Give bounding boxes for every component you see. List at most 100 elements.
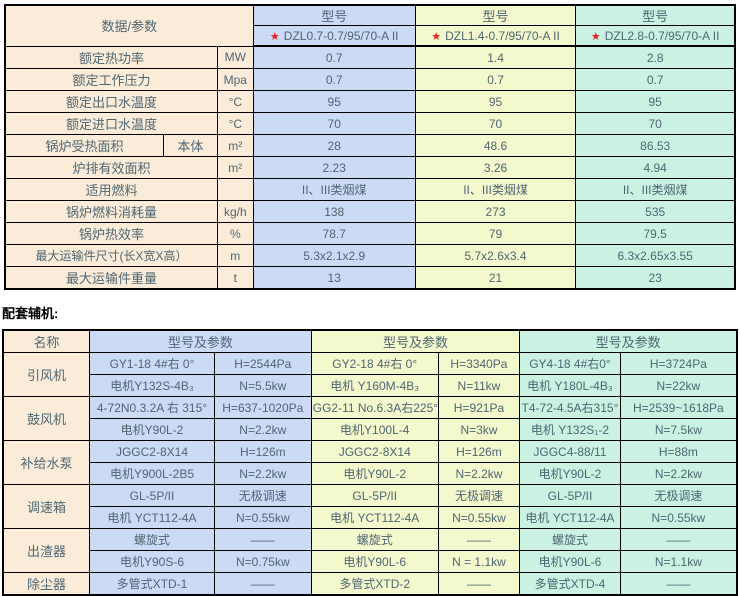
aux-cell: N=2.2kw (213, 462, 312, 485)
spec-value: 3.26 (414, 156, 577, 179)
aux-cell: —— (437, 572, 521, 596)
table-row: 炉排有效面积 m² 2.23 3.26 4.94 (4, 156, 736, 179)
unit-cell: m² (216, 134, 254, 157)
aux-cell: JGGC2-8X14 (89, 440, 215, 463)
table-row: 调速箱 GL-5P/II 无极调速 GL-5P/II 无极调速 GL-5P/II… (2, 484, 738, 529)
spec-value: 1.4 (414, 45, 577, 69)
aux-name-cell: 引风机 (2, 352, 91, 397)
unit-cell: m (216, 244, 254, 267)
param-column-header: 型号及参数 (519, 329, 738, 353)
aux-name-cell: 调速箱 (2, 484, 91, 529)
spec-value: 79.5 (575, 222, 736, 245)
spec-row-label: 额定热功率 (4, 45, 218, 69)
aux-cell: N=11kw (437, 374, 521, 397)
model-column-header: 型号 (252, 4, 416, 26)
model-name-cell: ★ DZL0.7-0.7/95/70-A II (252, 25, 416, 47)
spec-value: 70 (414, 112, 577, 135)
aux-cell: 电机Y900L-2B5 (89, 462, 215, 485)
table-row: 额定工作压力 Mpa 0.7 0.7 0.7 (4, 68, 736, 91)
aux-cell: N=22kw (619, 374, 738, 397)
aux-cell: GY1-18 4#右 0° (89, 352, 215, 375)
table-row: 鼓风机 4-72N0.3.2A 右 315° H=637-1020Pa GG2-… (2, 396, 738, 441)
auxiliary-equipment-table: 名称 型号及参数 型号及参数 型号及参数 引风机 GY1-18 4#右 0° H… (2, 329, 738, 596)
aux-cell: 电机Y90L-2 (89, 418, 215, 441)
aux-cell: 螺旋式 (89, 528, 215, 551)
spec-value: 95 (414, 90, 577, 113)
model-column-header: 型号 (575, 4, 736, 26)
spec-row-sublabel: 本体 (162, 134, 218, 157)
aux-name-cell: 鼓风机 (2, 396, 91, 441)
spec-value: 78.7 (252, 222, 416, 245)
aux-cell: N=0.55kw (213, 506, 312, 529)
aux-cell: GY4-18 4#右0° (519, 352, 621, 375)
table-row: 额定热功率 MW 0.7 1.4 2.8 (4, 45, 736, 69)
spec-value: 21 (414, 266, 577, 290)
aux-cell: N=0.75kw (213, 550, 312, 573)
spec-value: 2.23 (252, 156, 416, 179)
aux-cell: 电机Y90S-6 (89, 550, 215, 573)
model-name-cell: ★ DZL2.8-0.7/95/70-A II (575, 25, 736, 47)
aux-cell: H=637-1020Pa (213, 396, 312, 419)
aux-cell: —— (619, 572, 738, 596)
table-row: 额定出口水温度 °C 95 95 95 (4, 90, 736, 113)
aux-cell: GL-5P/II (89, 484, 215, 507)
spec-value: II、III类烟煤 (575, 178, 736, 201)
spec-value: 0.7 (414, 68, 577, 91)
spec-value: 95 (252, 90, 416, 113)
unit-cell: % (216, 222, 254, 245)
spec-value: 28 (252, 134, 416, 157)
unit-cell: °C (216, 112, 254, 135)
aux-cell: H=3724Pa (619, 352, 738, 375)
model-name-cell: ★ DZL1.4-0.7/95/70-A II (414, 25, 577, 47)
spec-row-label: 炉排有效面积 (4, 156, 218, 179)
table-row: 除尘器 多管式XTD-1 —— 多管式XTD-2 —— 多管式XTD-4 —— (2, 572, 738, 596)
aux-cell: 电机 Y180L-4B₃ (519, 374, 621, 397)
unit-cell: Mpa (216, 68, 254, 91)
aux-cell: 无极调速 (213, 484, 312, 507)
spec-value: 273 (414, 200, 577, 223)
param-column-header: 型号及参数 (310, 329, 521, 353)
aux-cell: —— (437, 528, 521, 551)
table-row: 适用燃料 II、III类烟煤 II、III类烟煤 II、III类烟煤 (4, 178, 736, 201)
aux-cell: 电机Y132S-4B₃ (89, 374, 215, 397)
aux-cell: H=88m (619, 440, 738, 463)
aux-cell: H=126m (213, 440, 312, 463)
unit-cell: t (216, 266, 254, 290)
unit-cell (216, 178, 254, 201)
aux-cell: 螺旋式 (519, 528, 621, 551)
unit-cell: m² (216, 156, 254, 179)
spec-value: 2.8 (575, 45, 736, 69)
param-column-header: 型号及参数 (89, 329, 312, 353)
aux-cell: H=921Pa (437, 396, 521, 419)
table-row: 锅炉燃料消耗量 kg/h 138 273 535 (4, 200, 736, 223)
table-row: 电机Y90S-6 N=0.75kw 电机Y90L-6 N = 1.1kw 电机Y… (3, 550, 738, 573)
unit-cell: MW (216, 45, 254, 69)
aux-cell: 电机 Y132S₁-2 (519, 418, 621, 441)
spec-row-label: 适用燃料 (4, 178, 218, 201)
table-row: 锅炉热效率 % 78.7 79 79.5 (4, 222, 736, 245)
aux-cell: 多管式XTD-1 (89, 572, 215, 596)
spec-row-label: 最大运输件重量 (4, 266, 218, 290)
aux-name-cell: 除尘器 (2, 572, 91, 596)
spec-value: 70 (252, 112, 416, 135)
spec-row-label: 额定进口水温度 (4, 112, 218, 135)
aux-cell: 电机Y90L-6 (519, 550, 621, 573)
unit-cell: kg/h (216, 200, 254, 223)
spec-value: 535 (575, 200, 736, 223)
table-row: 最大运输件重量 t 13 21 23 (4, 266, 736, 290)
spec-value: 48.6 (414, 134, 577, 157)
unit-cell: °C (216, 90, 254, 113)
table-row: 电机 YCT112-4A N=0.55kw 电机 YCT112-4A N=0.5… (3, 506, 738, 529)
spec-value: 5.7x2.6x3.4 (414, 244, 577, 267)
name-column-header: 名称 (2, 329, 91, 353)
aux-cell: H=2539~1618Pa (619, 396, 738, 419)
aux-cell: N=2.2kw (213, 418, 312, 441)
boiler-spec-table: 数据/参数 型号 型号 型号 ★ DZL0.7-0.7/95/70-A II ★ D… (4, 4, 736, 290)
aux-cell: GL-5P/II (310, 484, 439, 507)
aux-cell: N=5.5kw (213, 374, 312, 397)
spec-value: 0.7 (252, 68, 416, 91)
aux-cell: 电机Y90L-2 (519, 462, 621, 485)
star-icon: ★ (269, 30, 280, 43)
spec-row-label: 最大运输件尺寸(长X宽X高） (4, 244, 218, 267)
spec-value: 138 (252, 200, 416, 223)
